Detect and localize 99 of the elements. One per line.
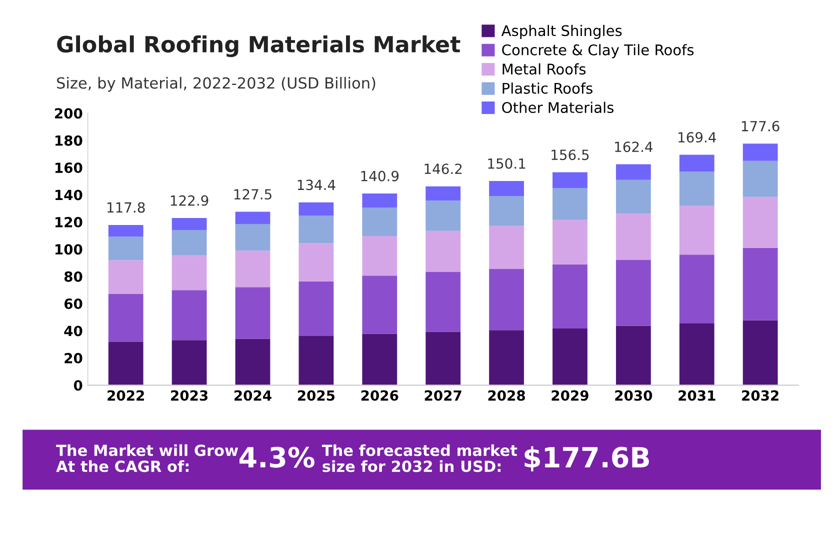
bar — [172, 340, 207, 386]
bar — [235, 250, 270, 288]
bar — [552, 188, 588, 220]
bar — [552, 328, 588, 386]
bar — [362, 334, 398, 386]
bar — [298, 216, 334, 244]
bar — [172, 255, 207, 290]
x-tick-label: 2029 — [552, 390, 588, 401]
legend-label: Asphalt Shingles — [501, 24, 622, 39]
y-tick-label: 160 — [55, 162, 82, 174]
bar — [616, 164, 651, 180]
bar — [742, 248, 778, 320]
bar — [108, 342, 144, 386]
y-tick-label: 120 — [55, 216, 82, 228]
chart-title: Global Roofing Materials Market — [57, 35, 460, 58]
bar — [235, 287, 270, 339]
bar — [235, 224, 270, 251]
text: 4.3% — [240, 446, 314, 468]
x-tick-label: 2028 — [488, 390, 525, 401]
bar — [298, 336, 334, 386]
legend-label: Metal Roofs — [502, 63, 586, 75]
total-label: 127.5 — [234, 189, 272, 200]
legend-label: Plastic Roofs — [502, 82, 592, 94]
bar — [108, 236, 144, 260]
bar — [172, 290, 207, 340]
chart-subtitle: Size, by Material, 2022-2032 (USD Billion) — [57, 76, 376, 92]
bar — [742, 320, 778, 386]
x-tick-label: 2023 — [171, 390, 208, 401]
bar — [616, 214, 651, 260]
y-tick-label: 100 — [55, 244, 82, 255]
bar — [426, 230, 461, 272]
bar — [679, 254, 714, 324]
x-tick-label: 2030 — [615, 390, 652, 401]
bar — [298, 202, 334, 216]
total-label: 117.8 — [107, 202, 145, 213]
bar — [426, 332, 461, 386]
total-label: 122.9 — [170, 195, 208, 206]
x-tick-label: 2022 — [108, 390, 144, 401]
bar — [362, 208, 398, 236]
total-label: 140.9 — [361, 170, 399, 182]
text: $177.6B — [524, 446, 649, 472]
bar — [298, 281, 334, 336]
x-tick-label: 2027 — [424, 390, 462, 401]
y-tick-label: 20 — [64, 352, 82, 364]
bar — [426, 186, 461, 201]
bar — [426, 200, 461, 231]
bar — [552, 172, 588, 188]
bar — [362, 276, 398, 334]
total-label: 134.4 — [298, 180, 336, 190]
y-tick-label: 40 — [64, 326, 82, 336]
bar — [742, 160, 778, 197]
bar — [489, 330, 524, 386]
x-tick-label: 2031 — [678, 390, 716, 401]
x-tick-label: 2032 — [742, 390, 778, 401]
total-label: 156.5 — [552, 150, 589, 160]
y-tick-label: 60 — [64, 298, 82, 310]
bar — [616, 326, 651, 386]
x-tick-label: 2026 — [361, 390, 398, 401]
total-label: 162.4 — [615, 142, 653, 152]
bar — [616, 180, 651, 214]
total-label: 146.2 — [424, 164, 462, 174]
bar — [742, 196, 778, 248]
bar — [362, 236, 398, 276]
bar — [108, 260, 144, 294]
bar — [489, 269, 524, 330]
bar — [235, 212, 270, 224]
bar — [552, 264, 588, 328]
bar — [172, 218, 207, 230]
y-tick-label: 140 — [55, 190, 82, 200]
bar — [679, 206, 714, 255]
bar — [362, 194, 398, 208]
bar — [426, 272, 461, 332]
bar — [742, 144, 778, 161]
y-tick-label: 80 — [64, 271, 82, 282]
bar — [616, 260, 651, 326]
y-tick-label: 180 — [55, 135, 82, 146]
text: The forecasted market size for 2032 in USD: — [322, 444, 518, 472]
total-label: 169.4 — [678, 132, 716, 143]
x-tick-label: 2024 — [234, 390, 272, 401]
legend-label: Other Materials — [502, 102, 614, 114]
bar — [552, 220, 588, 264]
y-tick-label: 200 — [55, 108, 82, 119]
bar — [489, 196, 524, 226]
bar — [489, 226, 524, 270]
bar — [679, 154, 714, 172]
x-tick-label: 2025 — [298, 390, 335, 401]
bar — [108, 224, 144, 237]
bar — [172, 230, 207, 255]
bar — [108, 294, 144, 342]
bar — [235, 338, 270, 386]
bar — [679, 323, 714, 386]
bar — [679, 171, 714, 206]
legend-label: Concrete & Clay Tile Roofs — [502, 44, 694, 58]
text: The Market will Grow At the CAGR of: — [56, 444, 238, 472]
total-label: 177.6 — [742, 120, 780, 132]
bar — [489, 181, 524, 196]
bar — [298, 243, 334, 282]
y-tick-label: 0 — [74, 380, 82, 391]
total-label: 150.1 — [488, 158, 526, 169]
